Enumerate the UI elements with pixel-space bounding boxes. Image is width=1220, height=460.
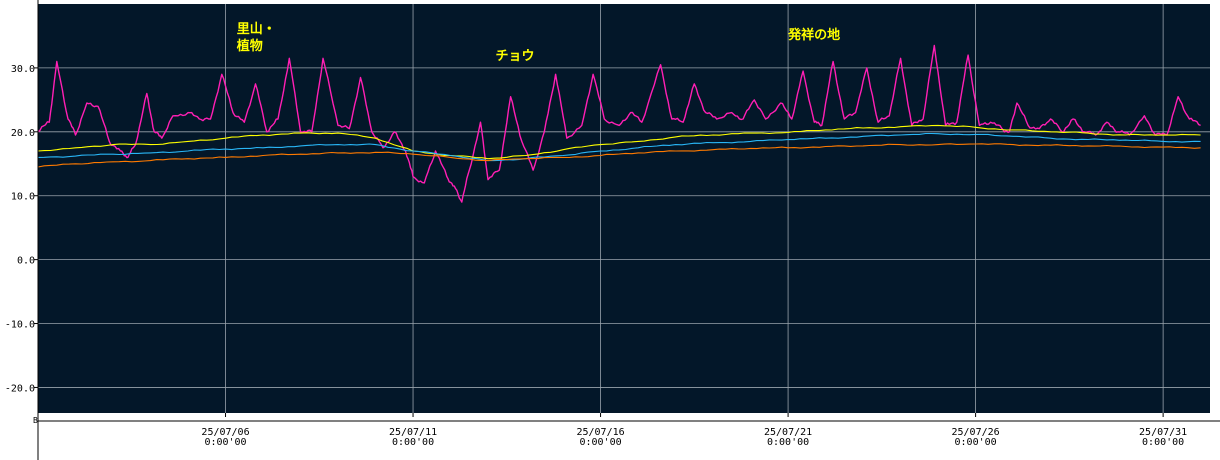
annotation-text: 里山・ (237, 21, 276, 37)
x-tick-date: 25/07/21 (764, 427, 812, 438)
corner-label: B (33, 416, 38, 425)
y-tick-label: 10.0 (11, 192, 35, 203)
x-tick-date: 25/07/06 (201, 427, 249, 438)
x-tick-date: 25/07/26 (952, 427, 1000, 438)
y-tick-label: 20.0 (11, 128, 35, 139)
series-line (37, 132, 1201, 162)
y-tick-label: 0.0 (17, 256, 35, 267)
x-tick-date: 25/07/31 (1139, 427, 1187, 438)
y-tick-label: -10.0 (5, 320, 35, 331)
series-line (37, 44, 1201, 203)
x-tick-date: 25/07/16 (576, 427, 624, 438)
plot-area (38, 4, 1210, 413)
x-tick-date: 25/07/11 (389, 427, 437, 438)
annotation-text: チョウ (496, 49, 535, 64)
x-tick-time: 0:00'00 (767, 437, 809, 448)
grid-lines (38, 4, 1210, 413)
x-tick-time: 0:00'00 (392, 437, 434, 448)
x-tick-time: 0:00'00 (1142, 437, 1184, 448)
x-tick-time: 0:00'00 (955, 437, 997, 448)
series-line (37, 143, 1201, 168)
series-line (37, 124, 1201, 160)
axes: 30.020.010.00.0-10.0-20.025/07/060:00'00… (5, 0, 1220, 460)
y-tick-label: -20.0 (5, 383, 35, 394)
x-tick-time: 0:00'00 (579, 437, 621, 448)
x-tick-time: 0:00'00 (204, 437, 246, 448)
y-tick-label: 30.0 (11, 64, 35, 75)
annotation-text: 発祥の地 (787, 27, 840, 43)
annotation-text: 植物 (236, 38, 263, 54)
series-layer (37, 44, 1201, 203)
